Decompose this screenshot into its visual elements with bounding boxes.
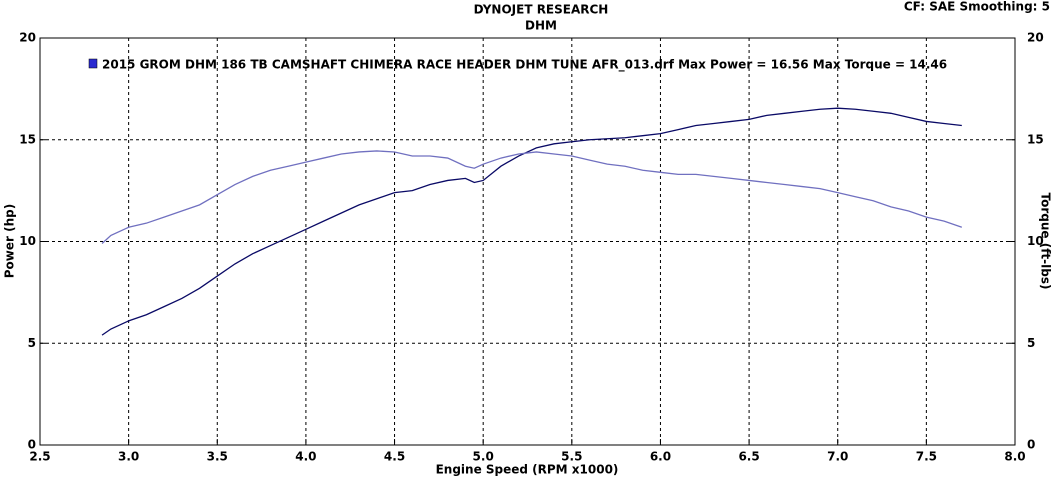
y-tick-label: 0 — [28, 438, 36, 452]
x-tick-label: 6.0 — [650, 450, 671, 464]
y-tick-label: 10 — [19, 234, 36, 248]
x-tick-label: 7.5 — [916, 450, 937, 464]
data-line — [101, 150, 963, 245]
y2-tick-label: 15 — [1027, 132, 1044, 146]
x-tick-label: 5.5 — [561, 450, 582, 464]
y-tick-label: 20 — [19, 31, 36, 45]
legend-entry: 2015 GROM DHM 186 TB CAMSHAFT CHIMERA RA… — [102, 58, 947, 73]
x-tick-label: 3.0 — [118, 450, 139, 464]
x-tick-label: 6.5 — [738, 450, 759, 464]
chart-subtitle: DHM — [525, 19, 557, 33]
corner-note: CF: SAE Smoothing: 5 — [904, 0, 1050, 14]
x-tick-label: 4.0 — [295, 450, 316, 464]
legend-swatch — [88, 58, 98, 69]
y2-axis-label: Torque (ft-lbs) — [1039, 193, 1053, 290]
x-tick-label: 5.0 — [473, 450, 494, 464]
data-line — [101, 107, 962, 336]
x-tick-label: 3.5 — [207, 450, 228, 464]
y-tick-label: 15 — [19, 132, 36, 146]
x-axis-label: Engine Speed (RPM x1000) — [436, 463, 619, 477]
y2-tick-label: 0 — [1027, 438, 1035, 452]
y2-tick-label: 20 — [1027, 31, 1044, 45]
chart-title: DYNOJET RESEARCH — [474, 3, 609, 17]
y2-tick-label: 5 — [1027, 336, 1035, 350]
x-tick-label: 7.0 — [827, 450, 848, 464]
x-tick-label: 2.5 — [29, 450, 50, 464]
x-tick-label: 8.0 — [1004, 450, 1025, 464]
y-tick-label: 5 — [28, 336, 36, 350]
y-axis-label: Power (hp) — [3, 204, 17, 278]
x-tick-label: 4.5 — [384, 450, 405, 464]
y2-tick-label: 10 — [1027, 234, 1044, 248]
